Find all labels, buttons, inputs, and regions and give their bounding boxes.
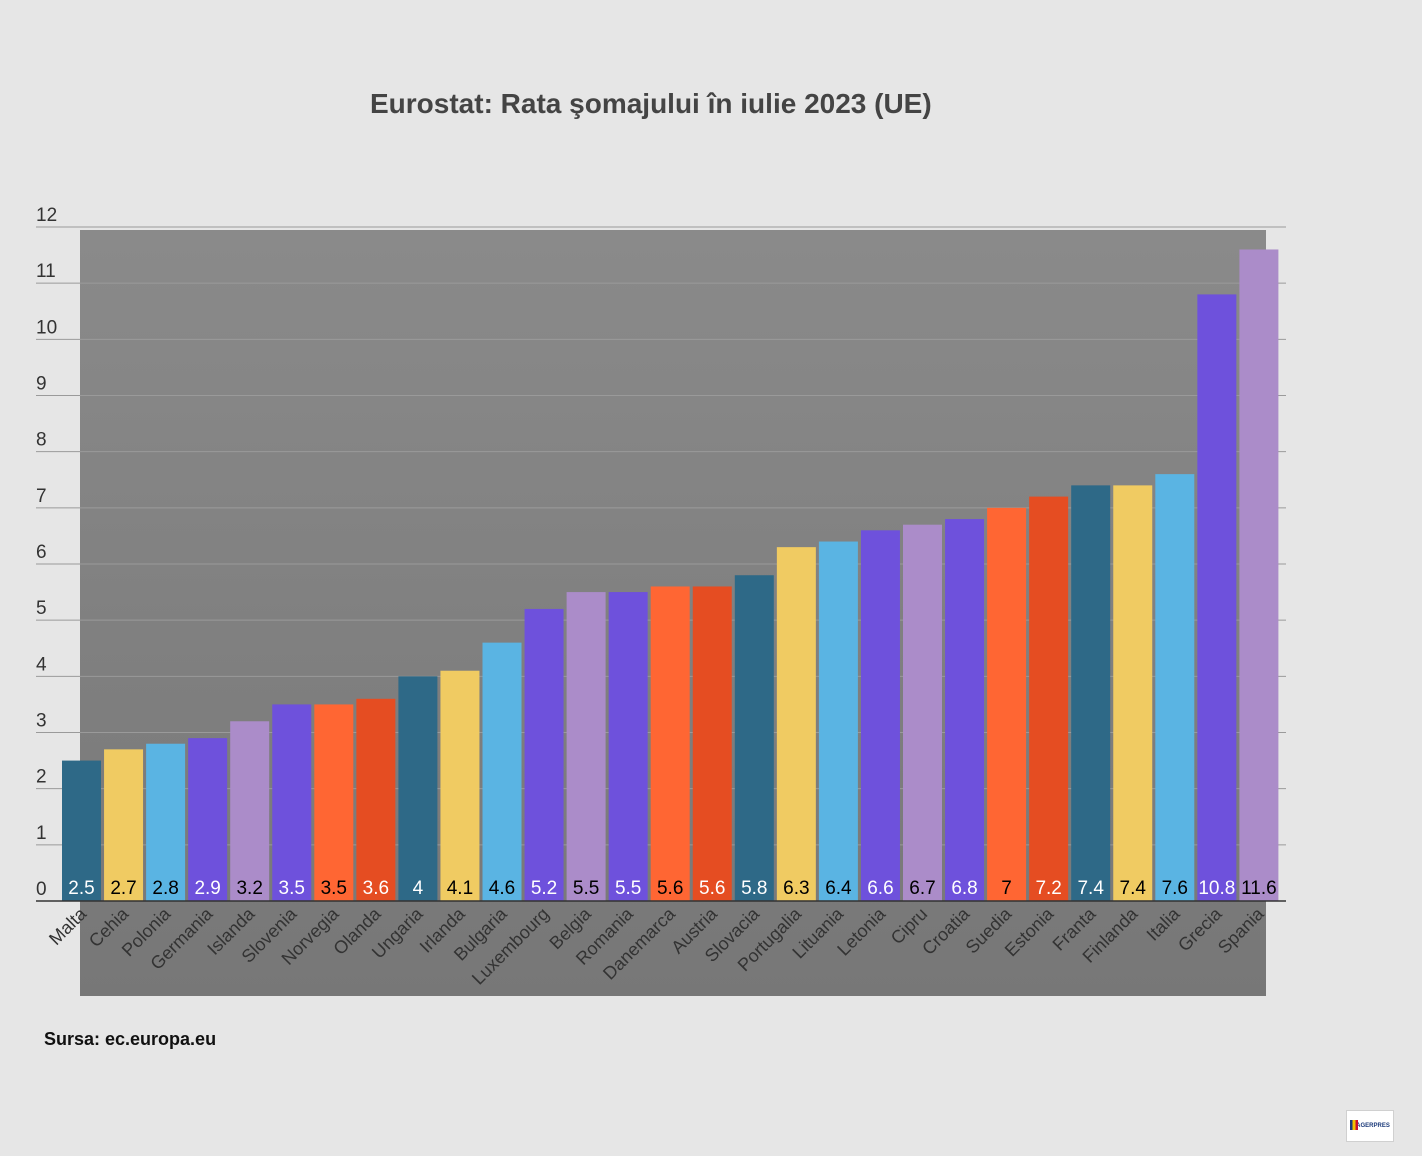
bar-cehia (104, 749, 144, 901)
data-label: 11.6 (1241, 878, 1277, 899)
bar-estonia (1029, 496, 1069, 901)
data-label: 6.7 (909, 878, 935, 899)
x-tick-label: Spania (1214, 903, 1268, 957)
bar-irlanda (440, 670, 480, 901)
bar-norvegia (314, 704, 354, 901)
bar-romania (608, 592, 648, 901)
x-tick-label: Letonia (833, 903, 890, 960)
logo-text: AGERPRES (1356, 1123, 1390, 1129)
data-label: 3.5 (321, 878, 347, 899)
y-tick-label: 12 (36, 205, 57, 226)
bar-croatia (945, 519, 985, 901)
bar-slovacia (734, 575, 774, 901)
bar-lituania (818, 541, 858, 901)
agerpres-logo: AGERPRES (1346, 1110, 1394, 1142)
data-label: 2.5 (68, 878, 94, 899)
bar-ungaria (398, 676, 438, 901)
bar-olanda (356, 698, 396, 901)
y-tick-label: 3 (36, 711, 47, 732)
data-label: 7.2 (1035, 878, 1061, 899)
y-tick-label: 10 (36, 317, 57, 338)
y-tick-label: 6 (36, 542, 47, 563)
data-label: 5.2 (531, 878, 557, 899)
data-label: 5.5 (615, 878, 641, 899)
data-label: 10.8 (1198, 878, 1235, 899)
bar-polonia (146, 743, 186, 901)
bar-islanda (230, 721, 270, 901)
data-label: 5.6 (699, 878, 725, 899)
bar-letonia (860, 530, 900, 901)
data-label: 4 (413, 878, 424, 899)
bar-grecia (1197, 294, 1237, 901)
bar-italia (1155, 474, 1195, 901)
y-tick-label: 7 (36, 486, 47, 507)
bar-austria (692, 586, 732, 901)
y-tick-label: 2 (36, 767, 47, 788)
data-label: 4.6 (489, 878, 515, 899)
bar-suedia (987, 507, 1027, 901)
bar-germania (188, 738, 228, 901)
bar-spania (1239, 249, 1279, 901)
y-tick-label: 9 (36, 374, 47, 395)
data-label: 6.6 (867, 878, 893, 899)
data-label: 2.9 (194, 878, 220, 899)
bar-franta (1071, 485, 1111, 901)
bar-slovenia (272, 704, 312, 901)
data-label: 7.6 (1162, 878, 1188, 899)
bar-cipru (903, 524, 942, 901)
bar-bulgaria (482, 642, 522, 901)
chart-title: Eurostat: Rata şomajului în iulie 2023 (… (370, 88, 932, 119)
bar-luxembourg (524, 608, 564, 901)
y-tick-label: 0 (36, 879, 47, 900)
data-label: 5.5 (573, 878, 599, 899)
data-label: 4.1 (447, 878, 473, 899)
y-tick-label: 4 (36, 654, 47, 675)
bar-belgia (566, 592, 606, 901)
data-label: 6.8 (951, 878, 977, 899)
bar-malta (62, 760, 101, 901)
data-label: 7.4 (1077, 878, 1104, 899)
data-label: 7 (1001, 878, 1012, 899)
x-tick-label: Malta (45, 903, 91, 949)
x-axis-ticks: MaltaCehiaPoloniaGermaniaIslandaSlovenia… (45, 903, 1268, 989)
data-label: 5.8 (741, 878, 767, 899)
bars (62, 249, 1279, 901)
bar-danemarca (650, 586, 690, 901)
bar-portugalia (776, 547, 816, 901)
x-tick-label: Croatia (918, 903, 974, 959)
bar-finlanda (1113, 485, 1153, 901)
data-label: 3.5 (279, 878, 305, 899)
data-label: 5.6 (657, 878, 683, 899)
data-label: 6.3 (783, 878, 809, 899)
x-tick-label: Estonia (1001, 903, 1058, 960)
y-tick-label: 11 (36, 261, 56, 282)
y-tick-label: 1 (36, 823, 47, 844)
y-tick-label: 5 (36, 598, 47, 619)
data-label: 3.6 (363, 878, 389, 899)
data-label: 7.4 (1120, 878, 1147, 899)
data-label: 3.2 (236, 878, 262, 899)
data-labels: 2.5 2.7 2.8 2.9 3.2 3.5 3.5 3.6 4 4.1 4.6 5.2 5.5 5.5… (68, 878, 1276, 899)
agerpres-logo-icon (1350, 1120, 1358, 1130)
data-label: 6.4 (825, 878, 852, 899)
source-note: Sursa: ec.europa.eu (44, 1029, 217, 1049)
data-label: 2.7 (110, 878, 136, 899)
data-label: 2.8 (152, 878, 178, 899)
y-tick-label: 8 (36, 430, 47, 451)
